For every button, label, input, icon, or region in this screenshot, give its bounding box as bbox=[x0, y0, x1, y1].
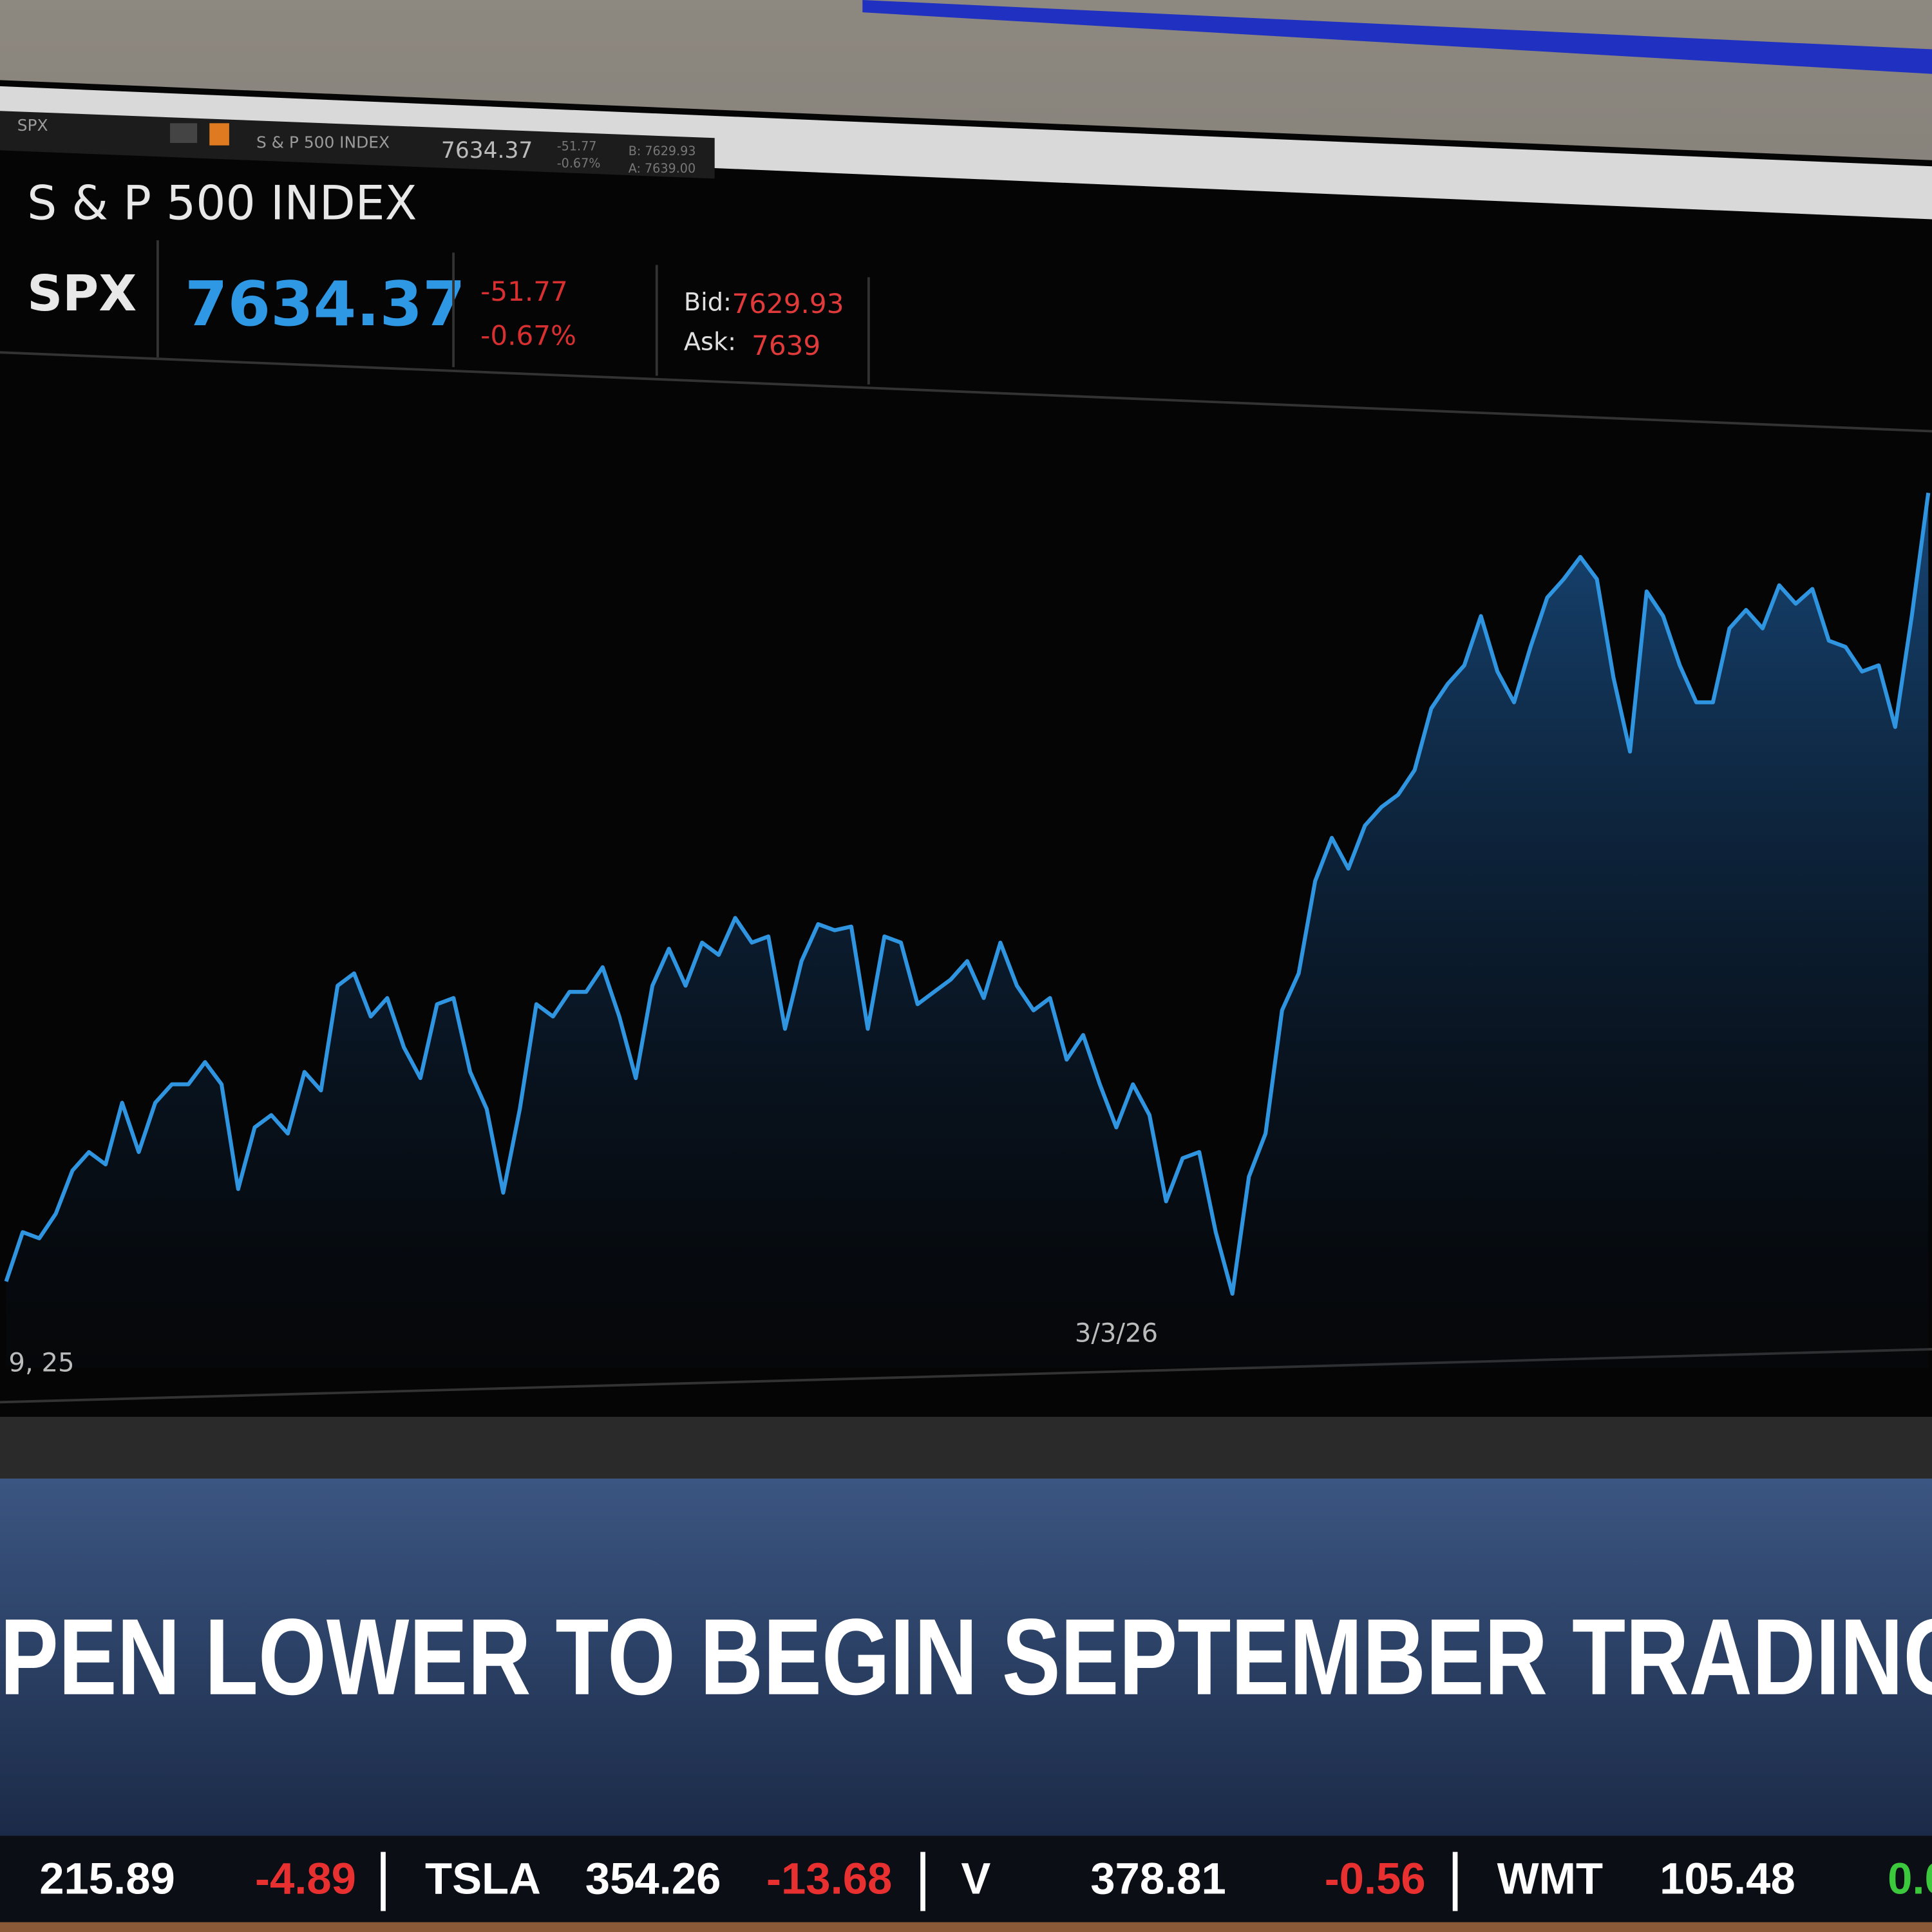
chart: 9, 25 3/3/26 bbox=[4, 492, 1931, 1378]
bid-value: 7629.93 bbox=[732, 288, 844, 319]
tab-symbol: SPX bbox=[17, 116, 48, 135]
quote-symbol: SPX bbox=[27, 265, 137, 323]
bid-label: Bid: bbox=[684, 288, 732, 317]
ticker-change: -13.68 bbox=[766, 1854, 892, 1904]
ticker-separator bbox=[1452, 1852, 1458, 1911]
quote-last: 7634.37 bbox=[185, 268, 466, 340]
ticker-price: 105.48 bbox=[1660, 1854, 1795, 1904]
ticker-change: -0.56 bbox=[1325, 1854, 1426, 1904]
ask-value: 7639 bbox=[752, 330, 820, 361]
ticker-symbol: TSLA bbox=[425, 1854, 541, 1904]
quote-title: S & P 500 INDEX bbox=[27, 177, 417, 231]
x-tick-label: 3/3/26 bbox=[1075, 1319, 1158, 1349]
tab-bar bbox=[0, 86, 1932, 220]
ticker-price: 354.26 bbox=[585, 1854, 721, 1904]
tab-bid: B: 7629.93 bbox=[629, 144, 696, 158]
x-tick-label: 9, 25 bbox=[8, 1348, 74, 1378]
headline-band bbox=[0, 1478, 1932, 1836]
blue-light bbox=[862, 0, 1932, 74]
quote-pct-change: -0.67% bbox=[480, 320, 576, 352]
tab-change: -51.77 bbox=[557, 138, 597, 153]
ticker-price: 215.89 bbox=[39, 1854, 175, 1904]
tab-pct-change: -0.67% bbox=[557, 156, 601, 171]
monitor-base bbox=[0, 1417, 1932, 1479]
price-line bbox=[4, 492, 1931, 1296]
ticker-edge bbox=[0, 1922, 1932, 1932]
ticker: 215.89 -4.89 TSLA 354.26 -13.68 V 378.81… bbox=[39, 1852, 1932, 1911]
tab-last: 7634.37 bbox=[441, 138, 533, 164]
link-icon[interactable] bbox=[209, 123, 229, 146]
ticker-symbol: V bbox=[961, 1854, 990, 1904]
headline: PEN LOWER TO BEGIN SEPTEMBER TRADING bbox=[0, 1596, 1932, 1718]
ask-label: Ask: bbox=[684, 327, 736, 356]
tab-name: S & P 500 INDEX bbox=[256, 133, 390, 152]
ticker-symbol: WMT bbox=[1497, 1854, 1603, 1904]
dropdown-button[interactable] bbox=[170, 123, 198, 143]
ticker-separator bbox=[381, 1852, 386, 1911]
area-fill bbox=[6, 493, 1929, 1368]
ticker-change: -4.89 bbox=[255, 1854, 356, 1904]
tab-content: SPX S & P 500 INDEX 7634.37 -51.77 -0.67… bbox=[17, 116, 696, 176]
ticker-separator bbox=[920, 1852, 925, 1911]
quote-change: -51.77 bbox=[480, 276, 568, 307]
tab-ask: A: 7639.00 bbox=[629, 161, 696, 176]
ticker-change: 0.0 bbox=[1888, 1854, 1932, 1904]
ticker-price: 378.81 bbox=[1090, 1854, 1226, 1904]
ticker-bar bbox=[0, 1835, 1932, 1922]
